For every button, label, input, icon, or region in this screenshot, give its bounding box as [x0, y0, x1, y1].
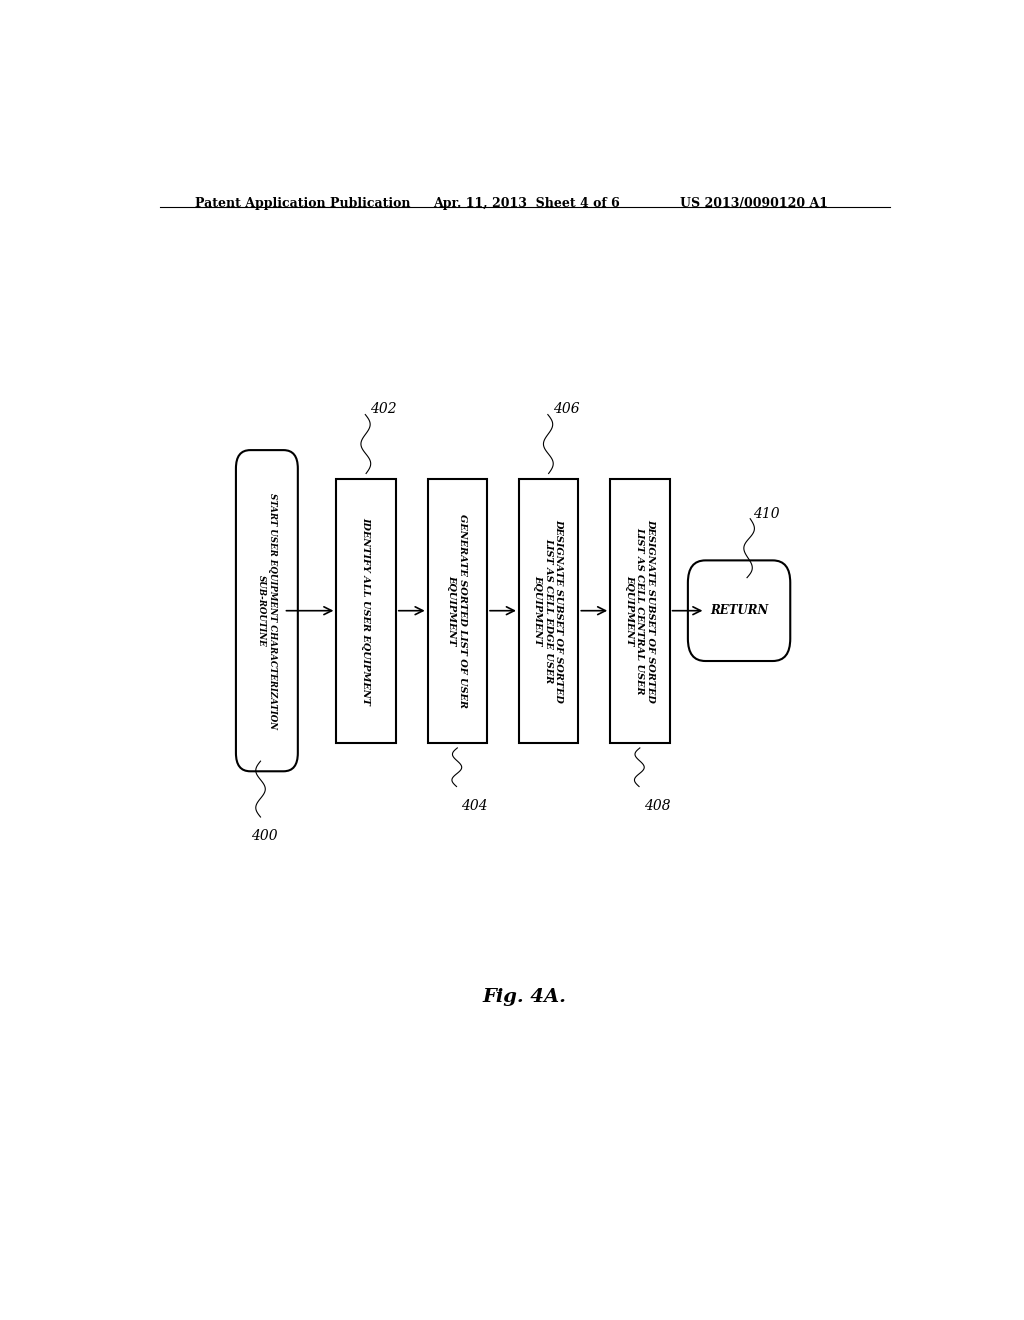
Text: DESIGNATE SUBSET OF SORTED
LIST AS CELL EDGE USER
EQUIPMENT: DESIGNATE SUBSET OF SORTED LIST AS CELL …	[534, 519, 563, 702]
Text: US 2013/0090120 A1: US 2013/0090120 A1	[680, 197, 827, 210]
Text: DESIGNATE SUBSET OF SORTED
LIST AS CELL CENTRAL USER
EQUIPMENT: DESIGNATE SUBSET OF SORTED LIST AS CELL …	[625, 519, 654, 702]
Text: 406: 406	[553, 403, 580, 416]
Text: 400: 400	[251, 829, 278, 843]
Text: START USER EQUIPMENT CHARACTERIZATION
SUB-ROUTINE: START USER EQUIPMENT CHARACTERIZATION SU…	[257, 492, 276, 729]
Text: 408: 408	[644, 799, 671, 813]
Text: IDENTIFY ALL USER EQUIPMENT: IDENTIFY ALL USER EQUIPMENT	[361, 516, 371, 705]
Text: Fig. 4A.: Fig. 4A.	[483, 987, 566, 1006]
FancyBboxPatch shape	[610, 479, 670, 743]
Text: GENERATE SORTED LIST OF USER
EQUIPMENT: GENERATE SORTED LIST OF USER EQUIPMENT	[447, 513, 467, 708]
FancyBboxPatch shape	[236, 450, 298, 771]
Text: 404: 404	[461, 799, 488, 813]
Text: 410: 410	[754, 507, 780, 520]
Text: 402: 402	[370, 403, 396, 416]
FancyBboxPatch shape	[688, 561, 791, 661]
FancyBboxPatch shape	[519, 479, 579, 743]
Text: Apr. 11, 2013  Sheet 4 of 6: Apr. 11, 2013 Sheet 4 of 6	[433, 197, 621, 210]
Text: Patent Application Publication: Patent Application Publication	[196, 197, 411, 210]
Text: RETURN: RETURN	[710, 605, 768, 618]
FancyBboxPatch shape	[428, 479, 487, 743]
FancyBboxPatch shape	[336, 479, 396, 743]
